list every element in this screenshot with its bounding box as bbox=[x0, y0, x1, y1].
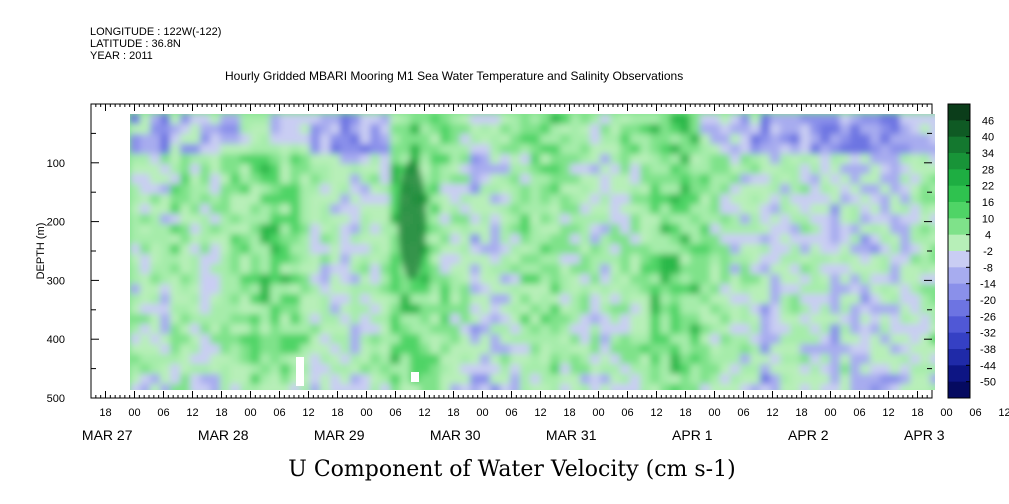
colorbar-label: 28 bbox=[982, 164, 994, 176]
x-hour-label: 00 bbox=[592, 407, 604, 419]
x-hour-label: 00 bbox=[940, 407, 952, 419]
colorbar-label: -32 bbox=[980, 328, 996, 340]
data-gap bbox=[411, 372, 419, 382]
x-hour-label: 00 bbox=[244, 407, 256, 419]
colorbar-swatch bbox=[948, 381, 970, 399]
colorbar-label: 34 bbox=[982, 148, 994, 160]
colorbar-label: 40 bbox=[982, 132, 994, 144]
colorbar-swatch bbox=[948, 104, 970, 121]
colorbar-swatch bbox=[948, 300, 970, 317]
x-hour-label: 18 bbox=[563, 407, 575, 419]
heatmap-field bbox=[130, 114, 935, 390]
colorbar-label: 10 bbox=[982, 213, 994, 225]
colorbar-label: -38 bbox=[980, 344, 996, 356]
colorbar-swatch bbox=[948, 153, 970, 170]
colorbar-label: 46 bbox=[982, 115, 994, 127]
x-hour-label: 12 bbox=[882, 407, 894, 419]
colorbar-swatch bbox=[948, 202, 970, 219]
x-date-label: APR 1 bbox=[672, 427, 713, 443]
colorbar-swatch bbox=[948, 136, 970, 154]
colorbar-label: -50 bbox=[980, 377, 996, 389]
colorbar-label: -26 bbox=[980, 311, 996, 323]
colorbar-swatch bbox=[948, 349, 970, 366]
x-hour-label: 18 bbox=[447, 407, 459, 419]
colorbar-swatch bbox=[948, 120, 970, 138]
latitude-label: LATITUDE : 36.8N bbox=[90, 38, 181, 50]
colorbar-label: -20 bbox=[980, 295, 996, 307]
colorbar-swatch bbox=[948, 283, 970, 301]
x-hour-label: 06 bbox=[157, 407, 169, 419]
variable-title: U Component of Water Velocity (cm s-1) bbox=[288, 457, 735, 482]
y-axis-label: DEPTH (m) bbox=[35, 223, 47, 280]
x-hour-label: 06 bbox=[853, 407, 865, 419]
colorbar-label: -8 bbox=[983, 262, 993, 274]
x-hour-label: 12 bbox=[766, 407, 778, 419]
x-hour-label: 12 bbox=[302, 407, 314, 419]
colorbar-swatch bbox=[948, 234, 970, 252]
x-hour-label: 12 bbox=[534, 407, 546, 419]
colorbar-swatch bbox=[948, 185, 970, 203]
x-hour-label: 06 bbox=[621, 407, 633, 419]
colorbar-label: -44 bbox=[980, 360, 996, 372]
x-date-label: APR 3 bbox=[904, 427, 945, 443]
x-hour-label: 18 bbox=[331, 407, 343, 419]
x-hour-label: 12 bbox=[998, 407, 1009, 419]
x-hour-label: 12 bbox=[650, 407, 662, 419]
y-tick-label: 200 bbox=[47, 217, 65, 229]
colorbar-label: 16 bbox=[982, 197, 994, 209]
x-hour-label: 18 bbox=[215, 407, 227, 419]
colorbar-swatch bbox=[948, 251, 970, 268]
x-hour-label: 18 bbox=[679, 407, 691, 419]
x-hour-label: 18 bbox=[911, 407, 923, 419]
x-hour-label: 06 bbox=[505, 407, 517, 419]
y-tick-label: 300 bbox=[47, 275, 65, 287]
x-hour-label: 00 bbox=[128, 407, 140, 419]
x-hour-label: 00 bbox=[476, 407, 488, 419]
colorbar-swatch bbox=[948, 365, 970, 383]
x-hour-label: 06 bbox=[737, 407, 749, 419]
x-hour-label: 18 bbox=[795, 407, 807, 419]
colorbar: 46 40 34 28 22 16 10 4 -2 -8 -14 -20 -26 -32 -38 -44 -50 bbox=[947, 103, 996, 399]
x-axis: 18 00 06 12 18 00 06 12 18 00 06 12 18 00 06 12 18 00 06 12… bbox=[82, 104, 1009, 443]
x-hour-label: 06 bbox=[273, 407, 285, 419]
longitude-label: LONGITUDE : 122W(-122) bbox=[90, 26, 222, 38]
colorbar-swatch bbox=[948, 332, 970, 350]
x-date-label: MAR 30 bbox=[430, 427, 481, 443]
x-hour-label: 00 bbox=[360, 407, 372, 419]
colorbar-label: 22 bbox=[982, 181, 994, 193]
colorbar-swatch bbox=[948, 267, 970, 285]
x-date-label: MAR 28 bbox=[198, 427, 249, 443]
data-gap bbox=[296, 357, 304, 386]
x-date-label: APR 2 bbox=[788, 427, 829, 443]
x-hour-label: 06 bbox=[389, 407, 401, 419]
year-label: YEAR : 2011 bbox=[90, 50, 153, 62]
x-hour-label: 12 bbox=[418, 407, 430, 419]
colorbar-label: -14 bbox=[980, 279, 996, 291]
colorbar-label: -2 bbox=[983, 246, 993, 258]
colorbar-swatch bbox=[948, 169, 970, 187]
x-hour-label: 18 bbox=[99, 407, 111, 419]
y-axis: 100 200 300 400 500 bbox=[47, 132, 932, 405]
x-hour-label: 12 bbox=[186, 407, 198, 419]
y-tick-label: 500 bbox=[47, 393, 65, 405]
x-hour-label: 00 bbox=[708, 407, 720, 419]
chart-title: Hourly Gridded MBARI Mooring M1 Sea Wate… bbox=[225, 69, 684, 83]
x-hour-label: 06 bbox=[969, 407, 981, 419]
colorbar-label: 4 bbox=[985, 230, 991, 242]
colorbar-swatch bbox=[948, 316, 970, 334]
x-date-label: MAR 31 bbox=[546, 427, 597, 443]
x-date-label: MAR 29 bbox=[314, 427, 365, 443]
x-hour-label: 00 bbox=[824, 407, 836, 419]
x-date-label: MAR 27 bbox=[82, 427, 133, 443]
colorbar-swatch bbox=[948, 218, 970, 236]
y-tick-label: 400 bbox=[47, 334, 65, 346]
y-tick-label: 100 bbox=[47, 158, 65, 170]
